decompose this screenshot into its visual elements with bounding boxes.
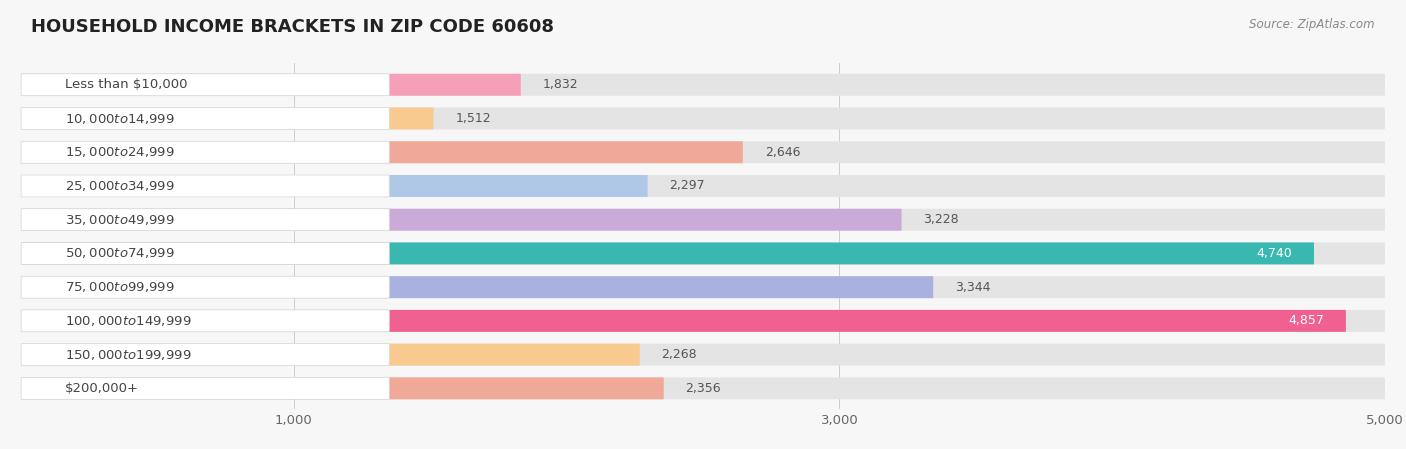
FancyBboxPatch shape — [21, 209, 1385, 231]
FancyBboxPatch shape — [21, 108, 1385, 129]
Text: 2,356: 2,356 — [686, 382, 721, 395]
Text: $100,000 to $149,999: $100,000 to $149,999 — [65, 314, 191, 328]
FancyBboxPatch shape — [21, 74, 389, 96]
Text: $35,000 to $49,999: $35,000 to $49,999 — [65, 213, 174, 227]
FancyBboxPatch shape — [21, 378, 1385, 399]
Text: 2,268: 2,268 — [662, 348, 697, 361]
Text: 2,646: 2,646 — [765, 146, 800, 159]
FancyBboxPatch shape — [21, 74, 1385, 96]
Text: 4,740: 4,740 — [1257, 247, 1292, 260]
FancyBboxPatch shape — [21, 343, 1385, 365]
FancyBboxPatch shape — [21, 141, 1385, 163]
FancyBboxPatch shape — [21, 242, 389, 264]
FancyBboxPatch shape — [21, 242, 1385, 264]
Text: Less than $10,000: Less than $10,000 — [65, 78, 188, 91]
Text: $50,000 to $74,999: $50,000 to $74,999 — [65, 247, 174, 260]
FancyBboxPatch shape — [21, 209, 901, 231]
FancyBboxPatch shape — [21, 276, 389, 298]
Text: $15,000 to $24,999: $15,000 to $24,999 — [65, 145, 174, 159]
FancyBboxPatch shape — [21, 74, 520, 96]
Text: 3,228: 3,228 — [924, 213, 959, 226]
FancyBboxPatch shape — [21, 242, 1315, 264]
FancyBboxPatch shape — [21, 310, 1385, 332]
Text: $75,000 to $99,999: $75,000 to $99,999 — [65, 280, 174, 294]
FancyBboxPatch shape — [21, 276, 934, 298]
Text: $10,000 to $14,999: $10,000 to $14,999 — [65, 111, 174, 126]
FancyBboxPatch shape — [21, 310, 1346, 332]
FancyBboxPatch shape — [21, 378, 664, 399]
Text: $150,000 to $199,999: $150,000 to $199,999 — [65, 348, 191, 361]
Text: 1,832: 1,832 — [543, 78, 578, 91]
FancyBboxPatch shape — [21, 108, 389, 129]
FancyBboxPatch shape — [21, 343, 389, 365]
FancyBboxPatch shape — [21, 276, 1385, 298]
Text: 3,344: 3,344 — [955, 281, 991, 294]
FancyBboxPatch shape — [21, 175, 389, 197]
Text: 4,857: 4,857 — [1288, 314, 1324, 327]
Text: HOUSEHOLD INCOME BRACKETS IN ZIP CODE 60608: HOUSEHOLD INCOME BRACKETS IN ZIP CODE 60… — [31, 18, 554, 36]
FancyBboxPatch shape — [21, 378, 389, 399]
FancyBboxPatch shape — [21, 175, 1385, 197]
Text: 2,297: 2,297 — [669, 180, 704, 193]
FancyBboxPatch shape — [21, 175, 648, 197]
FancyBboxPatch shape — [21, 209, 389, 231]
FancyBboxPatch shape — [21, 108, 433, 129]
FancyBboxPatch shape — [21, 141, 742, 163]
Text: Source: ZipAtlas.com: Source: ZipAtlas.com — [1250, 18, 1375, 31]
Text: $200,000+: $200,000+ — [65, 382, 139, 395]
FancyBboxPatch shape — [21, 141, 389, 163]
FancyBboxPatch shape — [21, 310, 389, 332]
FancyBboxPatch shape — [21, 343, 640, 365]
Text: $25,000 to $34,999: $25,000 to $34,999 — [65, 179, 174, 193]
Text: 1,512: 1,512 — [456, 112, 491, 125]
